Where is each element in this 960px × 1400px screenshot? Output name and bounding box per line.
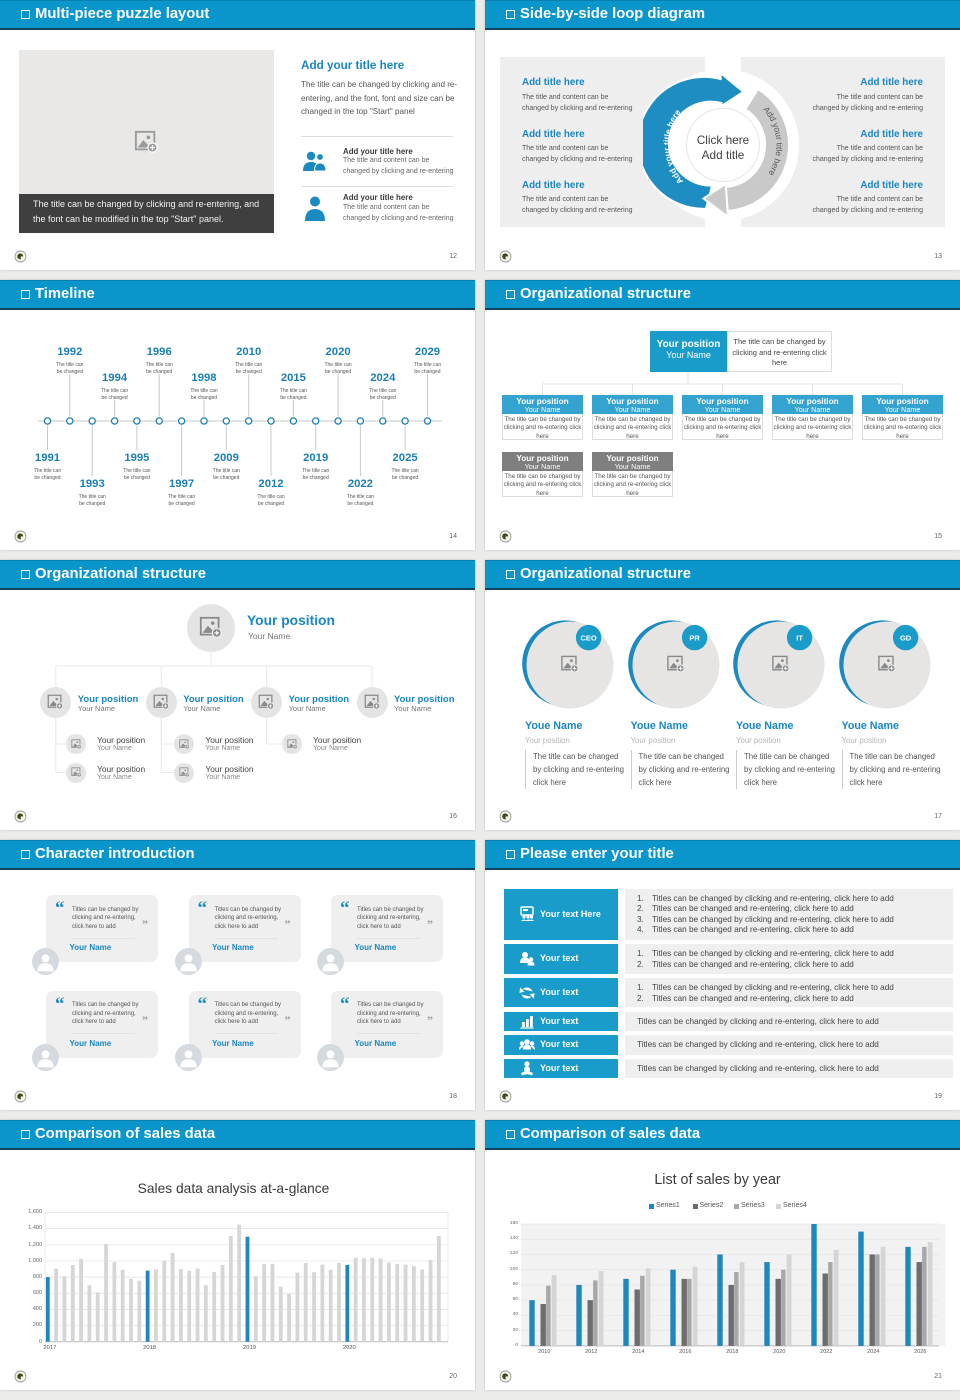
svg-text:Add title: Add title [702, 148, 745, 162]
svg-text:PR: PR [689, 634, 700, 643]
svg-text:GD: GD [899, 634, 911, 643]
svg-text:Click here: Click here [697, 133, 750, 147]
svg-text:CEO: CEO [580, 634, 596, 643]
svg-text:IT: IT [796, 634, 803, 643]
